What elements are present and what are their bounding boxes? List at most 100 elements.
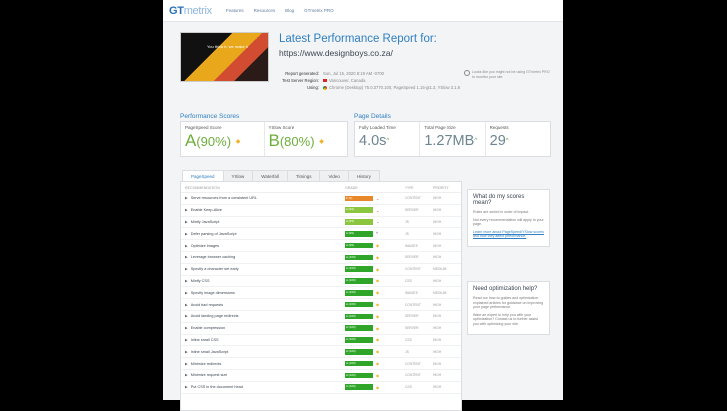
recommendation-cell[interactable]: ▶ Minify JavaScript <box>185 220 345 224</box>
recommendation-cell[interactable]: ▶ Leverage browser caching <box>185 255 345 259</box>
expand-triangle-icon[interactable]: ▶ <box>185 278 188 283</box>
header-type: TYPE <box>405 186 414 190</box>
recommendation-cell[interactable]: ▶ Minify CSS <box>185 279 345 283</box>
priority-cell: HIGH <box>433 196 442 201</box>
grade-cell: A (100) ◆ <box>345 325 405 331</box>
recommendation-cell[interactable]: ▶ Minimize redirects <box>185 362 345 366</box>
trend-dot-icon: ◆ <box>376 349 380 355</box>
table-row[interactable]: ▶ Specify image dimensions A (100) ◆ IMAGES M… <box>181 287 461 300</box>
priority-cell: MEDIUM <box>433 267 447 272</box>
expand-triangle-icon[interactable]: ▶ <box>185 196 188 201</box>
grade-bar: A (100) <box>345 325 373 331</box>
type-cell: SERVER <box>405 208 419 213</box>
grade-bar: A (99) <box>345 231 373 237</box>
expand-triangle-icon[interactable]: ▶ <box>185 385 188 390</box>
top-nav: GTmetrix Features Resources Blog GTmetri… <box>163 0 563 22</box>
grade-cell: A (100) ◆ <box>345 337 405 343</box>
grade-bar: A (100) <box>345 278 373 284</box>
recommendation-text: Put CSS in the document head <box>190 385 243 390</box>
expand-triangle-icon[interactable]: ▶ <box>185 302 188 307</box>
recommendation-cell[interactable]: ▶ Put CSS in the document head <box>185 385 345 389</box>
recommendation-cell[interactable]: ▶ Specify a character set early <box>185 267 345 271</box>
tab-history[interactable]: History <box>347 170 380 182</box>
table-row[interactable]: ▶ Inline small CSS A (100) ◆ CSS HIGH <box>181 335 461 347</box>
recommendation-cell[interactable]: ▶ Defer parsing of JavaScript <box>185 232 345 236</box>
grade-bar: A (100) <box>345 290 373 296</box>
recommendation-cell[interactable]: ▶ Inline small CSS <box>185 338 345 342</box>
nav-link-pro[interactable]: GTmetrix PRO <box>304 8 334 13</box>
expand-triangle-icon[interactable]: ▶ <box>185 208 188 213</box>
grade-cell: A (100) ◆ <box>345 301 405 308</box>
trend-dot-icon: ◆ <box>376 290 380 296</box>
type-cell: CSS <box>405 385 412 390</box>
type-cell: JS <box>405 219 409 224</box>
nav-link-blog[interactable]: Blog <box>285 8 295 13</box>
table-row[interactable]: ▶ Defer parsing of JavaScript A (99) ^ JS HIG… <box>181 228 461 241</box>
priority-cell: HIGH <box>433 373 442 378</box>
gtmetrix-logo[interactable]: GTmetrix <box>169 4 212 17</box>
expand-triangle-icon[interactable]: ▶ <box>185 326 188 331</box>
table-row[interactable]: ▶ Avoid bad requests A (100) ◆ CONTENT HIGH <box>181 299 461 311</box>
priority-cell: HIGH <box>433 278 442 283</box>
nav-link-resources[interactable]: Resources <box>253 8 276 13</box>
optimization-help-text-2: Want an expert to help you with your opt… <box>473 312 538 326</box>
expand-triangle-icon[interactable]: ▶ <box>185 361 188 366</box>
scores-learn-more-link[interactable]: Learn more about PageSpeed/YSlow scores … <box>473 229 544 239</box>
report-header: You think it, we make it Latest Performa… <box>180 32 552 104</box>
recommendation-cell[interactable]: ▶ Enable compression <box>185 326 345 330</box>
expand-triangle-icon[interactable]: ▶ <box>185 231 188 236</box>
table-row[interactable]: ▶ Specify a character set early A (100) ◆ CO… <box>181 264 461 276</box>
nav-link-features[interactable]: Features <box>225 8 244 13</box>
table-row[interactable]: ▶ Enable Keep-Alive A (93) ⌄ SERVER HIGH <box>181 205 461 217</box>
table-row[interactable]: ▶ Minimize request size A (100) ◆ CONTENT HIG… <box>181 370 461 382</box>
size-label: Total Page Size <box>424 125 456 130</box>
priority-cell: HIGH <box>433 337 442 342</box>
expand-triangle-icon[interactable]: ▶ <box>185 314 188 319</box>
expand-triangle-icon[interactable]: ▶ <box>185 349 188 354</box>
table-row[interactable]: ▶ Serve resources from a consistent URL F … <box>181 193 461 205</box>
table-row[interactable]: ▶ Avoid landing page redirects A (100) ◆ SER… <box>181 311 461 323</box>
priority-cell: HIGH <box>433 314 442 319</box>
expand-triangle-icon[interactable]: ▶ <box>185 219 188 224</box>
recommendation-cell[interactable]: ▶ Specify image dimensions <box>185 291 345 295</box>
trend-dot-icon: ◆ <box>376 384 380 390</box>
table-row[interactable]: ▶ Minimize redirects A (100) ◆ CONTENT HIGH <box>181 358 461 370</box>
type-cell: JS <box>405 349 409 354</box>
priority-cell: HIGH <box>433 385 442 390</box>
expand-triangle-icon[interactable]: ▶ <box>185 255 188 260</box>
expand-triangle-icon[interactable]: ▶ <box>185 337 188 342</box>
table-row[interactable]: ▶ Optimize images A (99) ◆ IMAGES HIGH <box>181 240 461 252</box>
trend-down-icon: ⌄ <box>376 195 380 201</box>
expand-triangle-icon[interactable]: ▶ <box>185 267 188 272</box>
recommendation-cell[interactable]: ▶ Avoid landing page redirects <box>185 314 345 318</box>
recommendation-cell[interactable]: ▶ Inline small JavaScript <box>185 350 345 354</box>
recommendation-cell[interactable]: ▶ Enable Keep-Alive <box>185 208 345 212</box>
grade-cell: A (100) ◆ <box>345 384 405 390</box>
table-row[interactable]: ▶ Inline small JavaScript A (100) ◆ JS HIGH <box>181 346 461 359</box>
yslow-grade: B <box>268 131 280 150</box>
recommendation-cell[interactable]: ▶ Minimize request size <box>185 373 345 377</box>
pro-promo[interactable]: Looks like you might not be using GTmetr… <box>464 70 550 79</box>
trend-dot-icon: ◆ <box>376 254 380 260</box>
recommendation-cell[interactable]: ▶ Avoid bad requests <box>185 303 345 307</box>
table-row[interactable]: ▶ Enable compression A (100) ◆ SERVER HIGH <box>181 323 461 335</box>
recommendation-cell[interactable]: ▶ Optimize images <box>185 244 345 248</box>
grade-bar: A (100) <box>345 360 373 367</box>
recommendation-cell[interactable]: ▶ Serve resources from a consistent URL <box>185 196 345 200</box>
chrome-icon <box>323 85 327 90</box>
recommendation-text: Enable Keep-Alive <box>190 208 222 213</box>
type-cell: CONTENT <box>405 196 421 201</box>
priority-cell: HIGH <box>433 231 442 236</box>
expand-triangle-icon[interactable]: ▶ <box>185 290 188 295</box>
recommendation-text: Minify CSS <box>190 278 210 283</box>
report-url[interactable]: https://www.designboys.co.za/ <box>279 48 393 58</box>
grade-bar: A (100) <box>345 313 373 320</box>
table-row[interactable]: ▶ Leverage browser caching A (100) ◆ SERVER H… <box>181 252 461 264</box>
priority-cell: HIGH <box>433 361 442 366</box>
expand-triangle-icon[interactable]: ▶ <box>185 373 188 378</box>
table-row[interactable]: ▶ Minify CSS A (100) ◆ CSS HIGH <box>181 276 461 288</box>
expand-triangle-icon[interactable]: ▶ <box>185 243 188 248</box>
grade-cell: A (100) ◆ <box>345 254 405 261</box>
table-row[interactable]: ▶ Put CSS in the document head A (100) ◆ CSS… <box>181 382 461 394</box>
table-row[interactable]: ▶ Minify JavaScript A (93) ⌄ JS HIGH <box>181 217 461 229</box>
